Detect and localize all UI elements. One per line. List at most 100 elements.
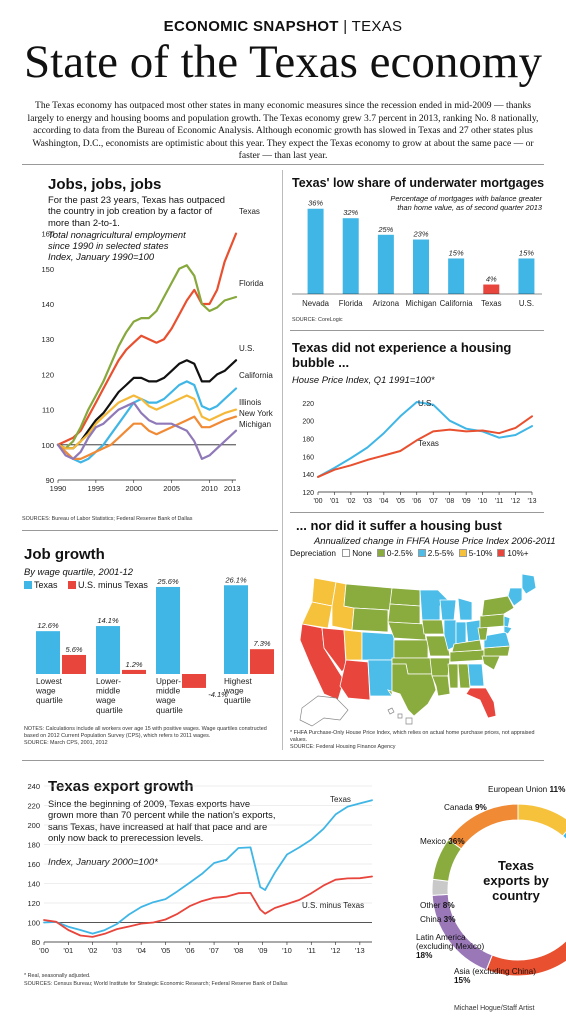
y-tick-label: 90 (46, 476, 54, 485)
mortgages-chart: 36% Nevada 32% Florida 25% Arizona 23% Michigan… (292, 199, 542, 308)
jobgrowth-bar-us (122, 669, 146, 674)
map-state-texas (387, 663, 437, 717)
series-line-u-s- (317, 401, 533, 478)
x-tick-label: '00 (313, 498, 322, 505)
exports-donut-chart: European Union 11%Canada 9% Mexico 36% Oth… (416, 785, 566, 985)
legend-label-4: 10%+ (507, 549, 529, 558)
donut-label-3-line: (excluding Mexico) (416, 942, 485, 951)
y-tick-label: 240 (27, 782, 40, 791)
mortgages-source: SOURCE: CoreLogic (292, 317, 343, 323)
map-state-montana (343, 583, 393, 611)
x-tick-label: '02 (346, 498, 355, 505)
legend-label-3: 5-10% (468, 549, 493, 558)
jobgrowth-category-label: wage (155, 696, 176, 705)
series-label: Florida (239, 279, 264, 288)
jobgrowth-category-label: quartile (96, 706, 123, 715)
bubble-chart: 120 140 160 180 200 220 '00 '01 '02 '03 '04 '05 '06 '… (302, 399, 536, 505)
x-tick-label: '12 (331, 946, 341, 955)
jobgrowth-category-label: quartile (156, 706, 183, 715)
bust-footnote: * FHFA Purchase-Only House Price Index, … (290, 730, 535, 743)
series-label: Texas (418, 439, 439, 448)
y-tick-label: 180 (27, 841, 40, 850)
x-tick-label: 2005 (163, 484, 180, 493)
series-line-texas (43, 799, 373, 935)
donut-pct-3: 18% (416, 951, 433, 960)
mortgage-bar (342, 218, 359, 294)
jobgrowth-bar-texas (224, 585, 248, 674)
jobgrowth-category-label: quartile (36, 696, 63, 705)
jobgrowth-category-label: wage (95, 696, 116, 705)
x-tick-label: '04 (379, 498, 388, 505)
map-state-maryland (503, 625, 513, 635)
artist-credit: Michael Hogue/Staff Artist (454, 1005, 535, 1012)
x-tick-label: '06 (185, 946, 195, 955)
legend-title: Depreciation (290, 549, 336, 558)
intro-text: The Texas economy has outpaced most othe… (27, 100, 539, 162)
x-tick-label: 1990 (50, 484, 67, 493)
map-state-georgia (467, 663, 485, 687)
mortgage-bar-label: 4% (486, 275, 497, 284)
mortgage-bar (483, 284, 500, 294)
mortgage-bar (413, 239, 429, 294)
map-state-arizona (339, 659, 371, 701)
y-tick-label: 220 (27, 802, 40, 811)
jobgrowth-source: SOURCE: March CPS, 2001, 2012 (24, 740, 108, 746)
y-tick-label: 100 (41, 441, 54, 450)
series-line-texas (317, 415, 533, 478)
jobgrowth-notes: NOTES: Calculations include all workers … (24, 726, 267, 739)
y-tick-label: 160 (41, 230, 54, 239)
exports-index-note: Index, January 2000=100* (48, 856, 158, 867)
jobgrowth-category-label: wage (35, 687, 56, 696)
x-tick-label: '13 (527, 498, 536, 505)
y-tick-label: 150 (41, 265, 54, 274)
map-state-virginia (483, 631, 511, 649)
kicker: ECONOMIC SNAPSHOT | TEXAS (0, 18, 566, 35)
jobgrowth-category-label: Upper- (156, 677, 181, 686)
mortgage-bar-label: 36% (308, 199, 323, 208)
series-label: Illinois (239, 398, 261, 407)
mortgage-bar (307, 208, 324, 294)
mortgage-category-label: Michigan (405, 299, 436, 308)
bust-legend: Depreciation None 0-2.5% 2.5-5% 5-10% 10%+ (290, 549, 529, 558)
donut-slice-china (431, 878, 450, 896)
map-state-wisconsin (439, 599, 457, 621)
map-state-kentucky (451, 639, 483, 653)
divider-right-2 (290, 512, 544, 513)
jobgrowth-value-label: 1.2% (125, 660, 142, 669)
mortgage-category-label: Texas (481, 299, 501, 308)
jobgrowth-value-label: 12.6% (37, 621, 59, 630)
series-line-u-s-minus-texas (43, 875, 373, 938)
jobgrowth-category-label: middle (156, 687, 181, 696)
legend-label-2: 2.5-5% (427, 549, 454, 558)
jobgrowth-category-label: middle (96, 687, 121, 696)
kicker-rest: TEXAS (351, 18, 403, 35)
jobgrowth-chart: 12.6%5.6%Lowestwagequartile14.1%1.2%Lowe… (35, 575, 274, 715)
donut-label-0: European Union 11% (488, 785, 566, 794)
map-state-hawaii (387, 707, 413, 725)
jobs-chart: 90 100 110 120 130 140 150 160 1990 1995 2000 2005 2… (41, 207, 274, 493)
jobgrowth-bar-texas (156, 586, 180, 674)
mortgage-category-label: California (440, 299, 474, 308)
x-tick-label: '10 (282, 946, 292, 955)
map-state-wyoming (351, 607, 389, 633)
series-label: Texas (330, 795, 351, 804)
map-state-utah (343, 629, 363, 661)
x-tick-label: '10 (478, 498, 487, 505)
map-state-kansas (393, 639, 429, 659)
jobgrowth-subtitle: By wage quartile, 2001-12 (24, 566, 133, 577)
legend-label-1: 0-2.5% (386, 549, 413, 558)
map-state-new-york (481, 595, 515, 617)
mortgage-category-label: U.S. (519, 299, 534, 308)
series-line-florida (56, 264, 238, 450)
map-state-arkansas (429, 657, 451, 677)
jobgrowth-category-label: wage (223, 687, 244, 696)
donut-label-3-line: Latin America (416, 933, 466, 942)
series-label: New York (239, 409, 274, 418)
divider-vertical (282, 170, 283, 750)
mortgage-bar (518, 258, 535, 294)
legend-label-texas: Texas (34, 580, 58, 590)
map-state-illinois (443, 619, 457, 651)
jobgrowth-bar-us (250, 649, 274, 674)
legend-swatch-4 (497, 549, 506, 557)
jobgrowth-title: Job growth (24, 546, 105, 563)
